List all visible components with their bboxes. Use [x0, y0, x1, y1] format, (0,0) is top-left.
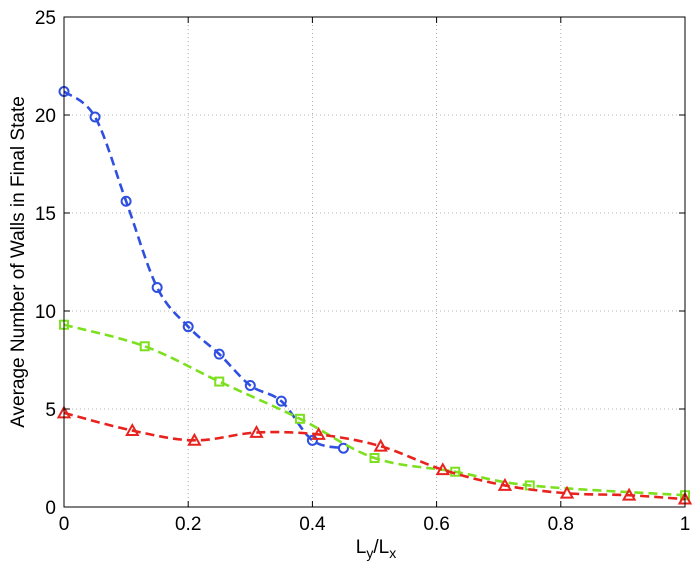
square-data-point	[139, 341, 150, 352]
y-axis-label: Average Number of Walls in Final State	[8, 96, 29, 428]
series-triangle-line	[63, 411, 686, 501]
plot-frame	[63, 16, 686, 508]
x-tick-label: 0	[59, 514, 70, 535]
circle-data-point	[182, 321, 194, 333]
triangle-data-point	[621, 487, 637, 501]
circle-data-point	[275, 395, 287, 407]
circle-data-point	[306, 434, 318, 446]
triangle-data-point	[125, 423, 140, 436]
circle-data-point	[244, 379, 256, 391]
series-square-line	[63, 323, 686, 497]
triangle-data-point	[187, 432, 202, 446]
y-tick-label: 15	[35, 204, 56, 225]
square-data-point	[214, 376, 225, 387]
x-tick-label: 0.2	[175, 514, 201, 535]
y-tick-label: 5	[45, 400, 56, 421]
y-tick-label: 10	[35, 302, 56, 323]
triangle-data-point	[559, 485, 575, 499]
x-tick-label: 0.6	[423, 514, 449, 535]
y-tick-label: 0	[45, 498, 56, 519]
triangle-data-point	[373, 438, 388, 452]
x-tick-label: 0.8	[548, 514, 574, 535]
circle-data-point	[337, 442, 349, 454]
circle-data-point	[213, 348, 225, 360]
grid-lines	[64, 17, 685, 507]
x-axis-label: Ly/Lx	[356, 537, 396, 561]
series-layer	[56, 85, 693, 505]
circle-data-point	[89, 111, 101, 123]
circle-data-point	[151, 281, 163, 293]
x-tick-label: 0.4	[299, 514, 326, 535]
x-tick-label: 1	[680, 514, 691, 535]
y-tick-label: 20	[35, 106, 56, 127]
triangle-data-point	[249, 424, 264, 438]
square-data-point	[369, 453, 380, 463]
series-circle-line	[63, 90, 344, 450]
circle-data-point	[120, 195, 132, 207]
triangle-data-point	[311, 426, 326, 440]
triangle-data-point	[497, 477, 513, 491]
y-tick-label: 25	[35, 8, 56, 29]
triangle-data-point	[435, 462, 451, 476]
square-data-point	[294, 413, 305, 424]
